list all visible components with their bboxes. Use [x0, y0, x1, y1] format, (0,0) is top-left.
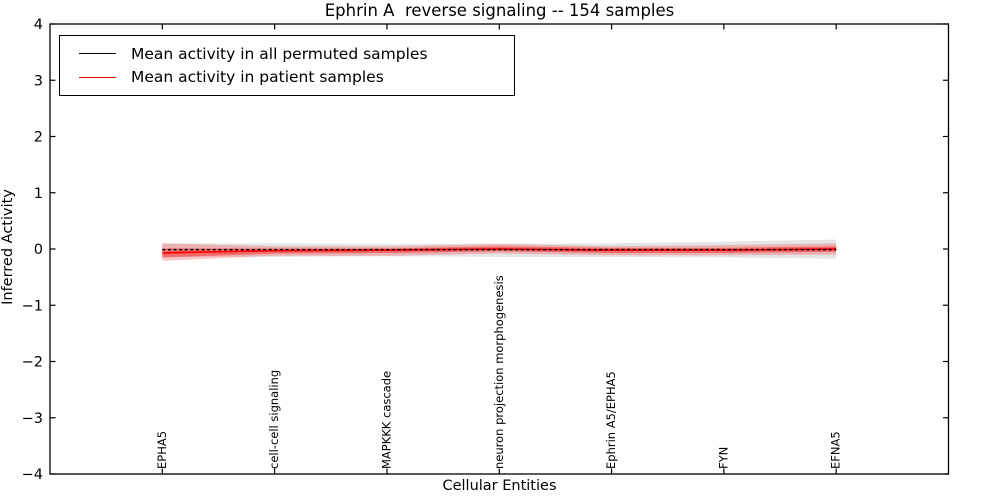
x-tick-label: Ephrin A5/EPHA5: [604, 371, 618, 469]
y-axis-label: Inferred Activity: [0, 189, 16, 305]
chart-title: Ephrin A reverse signaling -- 154 sample…: [324, 1, 675, 20]
legend: Mean activity in all permuted samples Me…: [59, 35, 515, 96]
legend-entry-patient: Mean activity in patient samples: [60, 68, 514, 86]
y-tick-label: −3: [22, 411, 43, 427]
x-tick-label: FYN: [716, 447, 730, 469]
x-tick-label: EFNA5: [829, 431, 843, 469]
legend-line-black: [79, 53, 116, 55]
y-tick-label: 1: [34, 186, 43, 202]
legend-line-red: [79, 76, 116, 78]
y-tick-label: 4: [34, 17, 43, 33]
y-tick-label: 2: [34, 130, 43, 146]
x-tick-label: neuron projection morphogenesis: [492, 275, 506, 469]
y-tick-label: 0: [34, 242, 43, 258]
y-tick-label: −1: [22, 298, 43, 314]
legend-label-patient: Mean activity in patient samples: [131, 68, 384, 87]
x-tick-label: MAPKKK cascade: [379, 371, 393, 469]
patient-outer-band: [162, 243, 837, 261]
x-axis-label: Cellular Entities: [442, 478, 557, 494]
legend-label-permuted: Mean activity in all permuted samples: [131, 44, 428, 63]
y-tick-label: 3: [34, 73, 43, 89]
legend-entry-permuted: Mean activity in all permuted samples: [60, 45, 514, 63]
y-tick-label: −2: [22, 355, 43, 371]
x-tick-label: EPHA5: [155, 431, 169, 469]
y-tick-label: −4: [22, 467, 43, 483]
x-tick-label: cell-cell signaling: [267, 370, 281, 469]
